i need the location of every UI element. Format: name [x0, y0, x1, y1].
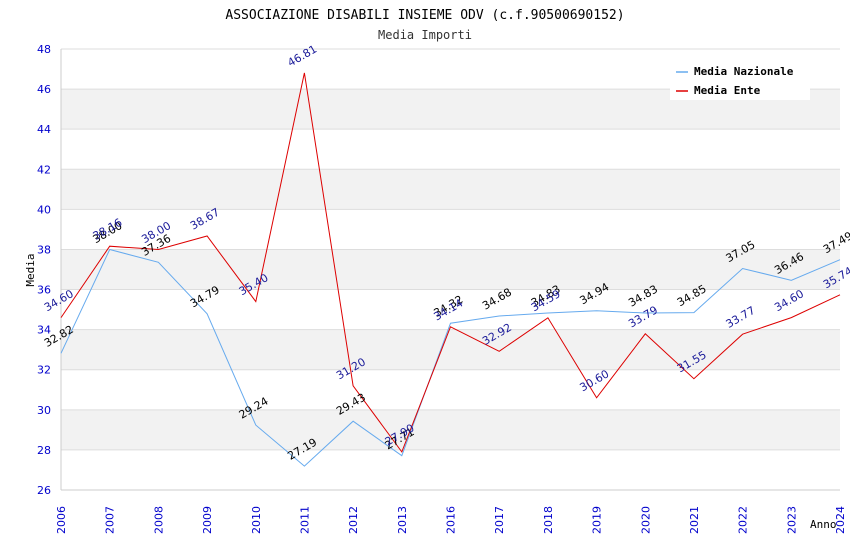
x-tick-label: 2012 — [347, 506, 360, 534]
legend-label-ente: Media Ente — [694, 84, 761, 97]
x-tick-label: 2019 — [591, 506, 604, 534]
series-line-ente — [60, 72, 841, 453]
legend: Media Nazionale Media Ente — [670, 58, 810, 100]
y-tick-label: 42 — [37, 163, 51, 176]
x-axis-label: Anno — [810, 518, 837, 531]
plot-band — [61, 249, 840, 290]
plot-band — [61, 369, 840, 410]
y-axis-label: Media — [24, 253, 37, 286]
x-tick-label: 2016 — [445, 506, 458, 534]
y-tick-label: 38 — [37, 243, 51, 256]
axes — [60, 49, 840, 491]
x-tick-label: 2024 — [834, 506, 847, 534]
series-group — [60, 72, 841, 467]
x-tick-label: 2010 — [250, 506, 263, 534]
x-tick-labels: 2006 2007 2008 2009 2010 2011 2012 2013 2016 2017… — [55, 506, 847, 534]
x-tick-label: 2008 — [152, 506, 165, 534]
y-tick-label: 46 — [37, 83, 51, 96]
x-tick-label: 2009 — [201, 506, 214, 534]
y-tick-label: 34 — [37, 324, 51, 337]
x-tick-label: 2017 — [493, 506, 506, 534]
x-tick-label: 2007 — [104, 506, 117, 534]
plot-bands — [61, 49, 840, 490]
x-tick-label: 2021 — [688, 506, 701, 534]
plot-band — [61, 169, 840, 210]
chart-title: ASSOCIAZIONE DISABILI INSIEME ODV (c.f.9… — [225, 8, 624, 23]
y-tick-label: 26 — [37, 484, 51, 497]
legend-box — [670, 58, 810, 100]
series-line-nazionale — [60, 248, 841, 467]
chart-subtitle: Media Importi — [378, 28, 472, 42]
y-tick-label: 32 — [37, 364, 51, 377]
x-tick-label: 2023 — [785, 506, 798, 534]
x-tick-label: 2018 — [542, 506, 555, 534]
legend-label-nazionale: Media Nazionale — [694, 65, 794, 78]
y-tick-label: 30 — [37, 404, 51, 417]
y-tick-labels: 26 28 30 32 34 36 38 40 42 44 46 48 — [37, 43, 51, 497]
y-tick-label: 28 — [37, 444, 51, 457]
plot-band — [61, 209, 840, 250]
x-tick-label: 2020 — [639, 506, 652, 534]
y-tick-label: 44 — [37, 123, 51, 136]
x-tick-label: 2013 — [396, 506, 409, 534]
plot-band — [61, 409, 840, 450]
x-tick-label: 2022 — [737, 506, 750, 534]
x-tick-label: 2006 — [55, 506, 68, 534]
plot-band — [61, 129, 840, 170]
plot-band — [61, 449, 840, 490]
y-tick-label: 48 — [37, 43, 51, 56]
plot-band — [61, 329, 840, 370]
x-tick-label: 2011 — [298, 506, 311, 534]
y-tick-label: 36 — [37, 284, 51, 297]
y-tick-label: 40 — [37, 203, 51, 216]
